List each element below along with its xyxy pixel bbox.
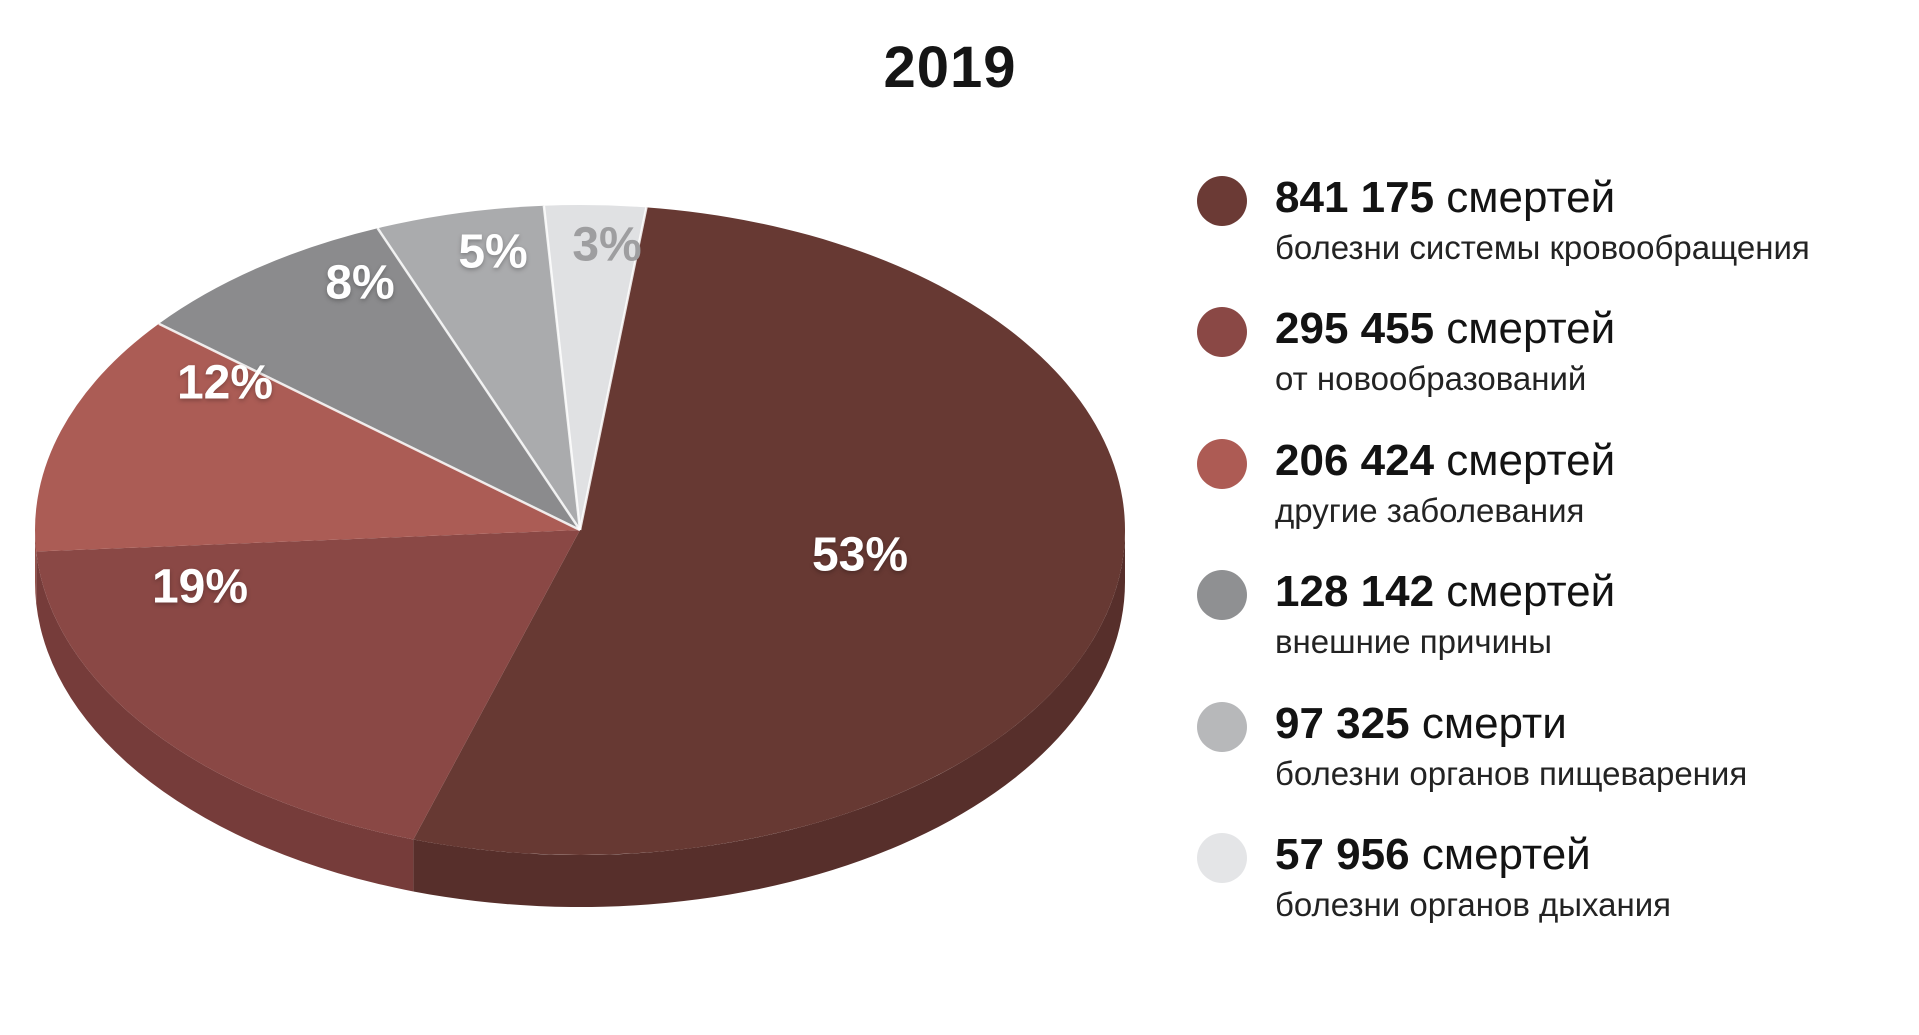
slice-separator-line <box>158 322 581 532</box>
legend-description: болезни системы кровообращения <box>1275 229 1810 266</box>
pie-slice-wall <box>35 530 37 604</box>
pie-slice <box>36 530 580 840</box>
legend-color-dot <box>1197 833 1247 883</box>
legend-item: 128 142 смертей внешние причины <box>1197 566 1615 662</box>
legend-unit: смертей <box>1446 304 1616 353</box>
pie-slice <box>35 323 580 552</box>
legend-color-dot <box>1197 307 1247 357</box>
legend-text: 295 455 смертей от новообразований <box>1275 303 1615 399</box>
legend-value: 57 956 <box>1275 830 1410 879</box>
pie-percent-label: 12% <box>177 357 273 410</box>
slice-separator-line <box>376 227 582 531</box>
pie-slice-wall <box>413 530 1125 907</box>
legend-text: 128 142 смертей внешние причины <box>1275 566 1615 662</box>
pie-percent-labels: 53% 19% 12% 8% 5% 3% <box>152 219 908 614</box>
pie-slice-separators <box>158 205 648 532</box>
legend-item: 295 455 смертей от новообразований <box>1197 303 1615 399</box>
legend-text: 206 424 смертей другие заболевания <box>1275 435 1615 531</box>
legend-value: 206 424 <box>1275 436 1435 485</box>
legend-color-dot <box>1197 570 1247 620</box>
legend-value-line: 57 956 смертей <box>1275 829 1671 881</box>
pie-slice <box>413 207 1126 855</box>
chart-title: 2019 <box>883 35 1017 100</box>
legend-item: 841 175 смертей болезни системы кровообр… <box>1197 172 1810 268</box>
slice-separator-line <box>578 207 648 531</box>
legend-unit: смерти <box>1421 699 1567 748</box>
legend-value-line: 128 142 смертей <box>1275 566 1615 618</box>
legend-unit: смертей <box>1446 173 1616 222</box>
pie-slice-wall <box>36 551 414 892</box>
legend-color-dot <box>1197 702 1247 752</box>
legend-value: 128 142 <box>1275 567 1435 616</box>
pie-slice <box>543 204 647 530</box>
legend-description: от новообразований <box>1275 360 1587 397</box>
pie-slice <box>377 205 580 530</box>
pie-percent-label: 19% <box>152 561 248 614</box>
legend-value: 295 455 <box>1275 304 1435 353</box>
legend-value-line: 841 175 смертей <box>1275 172 1810 224</box>
pie-percent-label: 53% <box>812 529 908 582</box>
legend-color-dot <box>1197 176 1247 226</box>
legend-item: 97 325 смерти болезни органов пищеварени… <box>1197 698 1747 794</box>
legend-value-line: 295 455 смертей <box>1275 303 1615 355</box>
legend-value: 841 175 <box>1275 173 1435 222</box>
legend-item: 206 424 смертей другие заболевания <box>1197 435 1615 531</box>
legend-description: внешние причины <box>1275 623 1552 660</box>
legend-unit: смертей <box>1446 436 1616 485</box>
legend-unit: смертей <box>1446 567 1616 616</box>
legend-description: болезни органов дыхания <box>1275 886 1671 923</box>
legend-item: 57 956 смертей болезни органов дыхания <box>1197 829 1671 925</box>
legend-text: 57 956 смертей болезни органов дыхания <box>1275 829 1671 925</box>
pie-3d-walls <box>35 530 1125 907</box>
legend-text: 97 325 смерти болезни органов пищеварени… <box>1275 698 1747 794</box>
legend-description: болезни органов пищеварения <box>1275 755 1748 792</box>
pie-percent-label: 3% <box>572 219 641 272</box>
legend-text: 841 175 смертей болезни системы кровообр… <box>1275 172 1810 268</box>
legend-value-line: 206 424 смертей <box>1275 435 1615 487</box>
pie-percent-label: 5% <box>458 226 527 279</box>
legend-color-dot <box>1197 439 1247 489</box>
pie-slices <box>35 204 1126 855</box>
legend-unit: смертей <box>1421 830 1591 879</box>
pie-slice <box>158 228 581 530</box>
legend-value-line: 97 325 смерти <box>1275 698 1747 750</box>
pie-percent-label: 8% <box>325 257 394 310</box>
pie-chart: 53% 19% 12% 8% 5% 3% <box>35 204 1126 907</box>
legend-value: 97 325 <box>1275 699 1410 748</box>
legend-description: другие заболевания <box>1275 492 1585 529</box>
slice-separator-line <box>542 205 582 531</box>
